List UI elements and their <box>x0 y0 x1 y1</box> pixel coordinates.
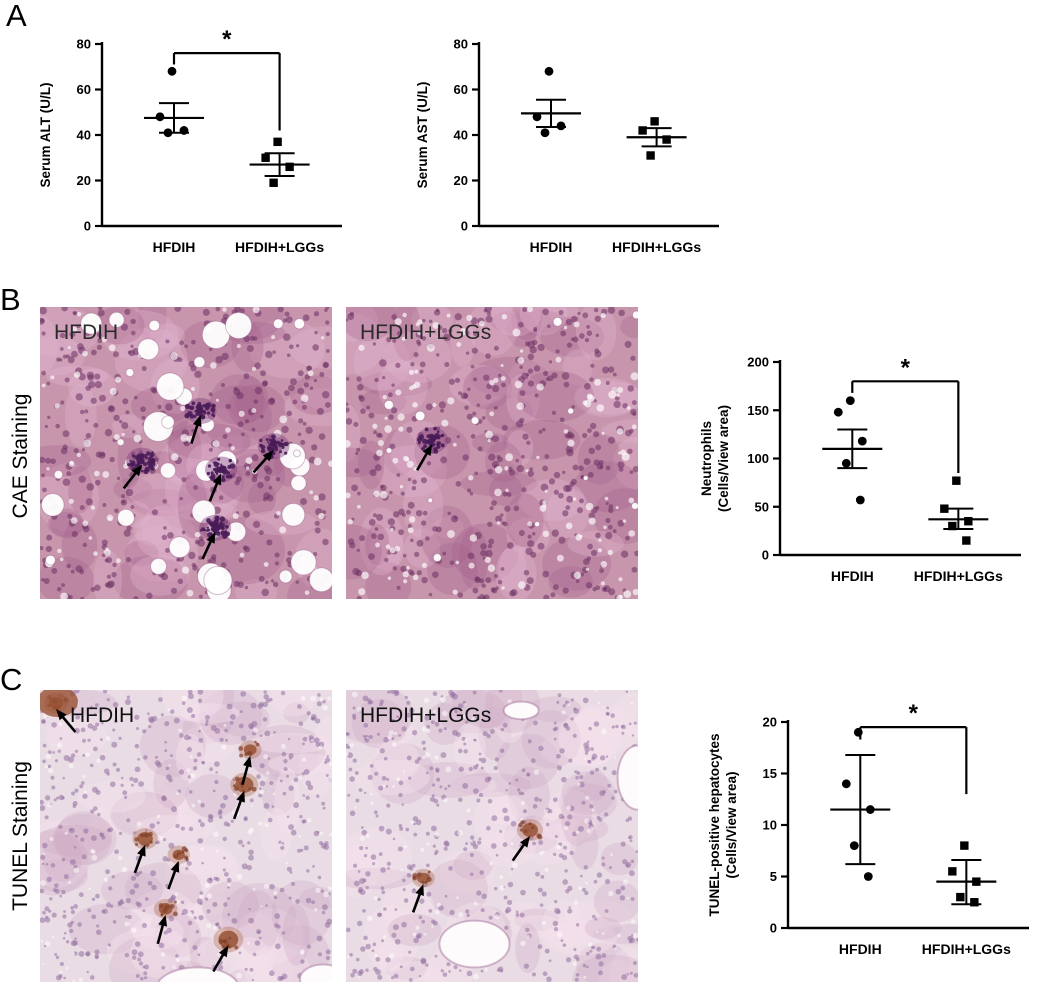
svg-text:HFDIH+LGGs: HFDIH+LGGs <box>360 321 491 344</box>
svg-text:0: 0 <box>84 219 91 234</box>
svg-text:15: 15 <box>763 766 777 781</box>
svg-text:HFDIH+LGGs: HFDIH+LGGs <box>360 704 491 727</box>
neutrophils-chart: 0 50 100 150 200 Neutrophils (Cells/View area)… <box>699 354 1021 584</box>
svg-text:HFDIH: HFDIH <box>54 321 118 344</box>
tunel-staining-row-label: TUNEL Staining <box>9 761 32 911</box>
svg-text:80: 80 <box>454 37 468 52</box>
svg-text:Serum ALT (U/L): Serum ALT (U/L) <box>38 83 53 188</box>
svg-text:100: 100 <box>747 451 769 466</box>
tunel-positive-chart: 0 5 10 15 20 TUNEL-positive hepatocytes (Cells… <box>707 700 1029 957</box>
cae-hfdih-micrograph: HFDIH <box>40 307 332 599</box>
svg-text:HFDIH: HFDIH <box>839 941 882 957</box>
svg-text:50: 50 <box>755 499 769 514</box>
svg-text:80: 80 <box>77 37 91 52</box>
svg-text:TUNEL-positive hepatocytes: TUNEL-positive hepatocytes <box>707 733 722 916</box>
svg-text:HFDIH+LGGs: HFDIH+LGGs <box>914 568 1003 584</box>
svg-text:20: 20 <box>454 173 468 188</box>
tunel-hfdih-micrograph: HFDIH <box>40 690 332 982</box>
svg-text:0: 0 <box>770 921 777 936</box>
svg-text:HFDIH+LGGs: HFDIH+LGGs <box>922 941 1011 957</box>
svg-text:HFDIH: HFDIH <box>153 239 196 255</box>
svg-text:HFDIH+LGGs: HFDIH+LGGs <box>235 239 324 255</box>
svg-text:150: 150 <box>747 403 769 418</box>
svg-text:HFDIH: HFDIH <box>70 704 134 727</box>
svg-text:10: 10 <box>763 818 777 833</box>
svg-text:HFDIH+LGGs: HFDIH+LGGs <box>612 239 701 255</box>
svg-text:20: 20 <box>763 715 777 730</box>
svg-text:*: * <box>222 26 232 53</box>
svg-text:*: * <box>901 354 911 381</box>
tunel-hfdih-lggs-micrograph: HFDIH+LGGs <box>346 690 638 982</box>
panel-a-label: A <box>6 0 27 33</box>
svg-text:0: 0 <box>461 219 468 234</box>
svg-text:5: 5 <box>770 869 777 884</box>
svg-text:HFDIH: HFDIH <box>831 568 874 584</box>
serum-ast-chart: 0 20 40 60 80 Serum AST (U/L) HFDIH HFDIH+LGGs <box>415 37 719 255</box>
cae-hfdih-lggs-micrograph: HFDIH+LGGs <box>346 307 638 599</box>
serum-alt-chart: 0 20 40 60 80 Serum ALT (U/L) HFDIH HFDIH+LGGs * <box>38 26 342 255</box>
cae-staining-row-label: CAE Staining <box>9 393 32 519</box>
svg-text:0: 0 <box>762 548 769 563</box>
svg-text:HFDIH: HFDIH <box>530 239 573 255</box>
svg-text:20: 20 <box>77 173 91 188</box>
svg-text:40: 40 <box>454 128 468 143</box>
svg-text:Neutrophils: Neutrophils <box>699 421 714 496</box>
panel-c-label: C <box>0 662 23 697</box>
svg-text:60: 60 <box>454 82 468 97</box>
svg-text:40: 40 <box>77 128 91 143</box>
svg-text:(Cells/View area): (Cells/View area) <box>724 771 739 878</box>
panel-b-label: B <box>0 282 21 317</box>
svg-text:200: 200 <box>747 355 769 370</box>
svg-text:*: * <box>909 700 919 727</box>
svg-text:(Cells/View area): (Cells/View area) <box>716 405 731 512</box>
svg-text:60: 60 <box>77 82 91 97</box>
svg-text:Serum AST (U/L): Serum AST (U/L) <box>415 82 430 189</box>
